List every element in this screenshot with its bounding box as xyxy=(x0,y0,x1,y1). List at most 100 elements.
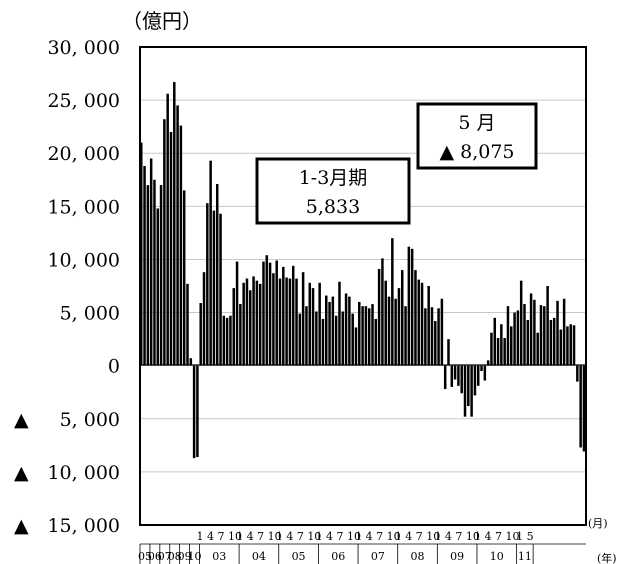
bar xyxy=(334,315,338,366)
x-month-label: 1 5 xyxy=(516,530,534,543)
bar xyxy=(374,318,378,366)
bar xyxy=(176,105,179,366)
y-unit-label: （億円） xyxy=(122,9,202,33)
bar xyxy=(196,365,199,458)
bar xyxy=(490,332,493,366)
bar xyxy=(298,313,302,366)
bar xyxy=(328,301,331,366)
bar xyxy=(235,261,239,366)
x-month-label: 1 4 7 10 xyxy=(276,530,321,543)
annotation-box: 5 月 ▲ 8,075 xyxy=(416,102,538,170)
bar xyxy=(486,360,490,366)
bar xyxy=(189,358,193,366)
bar xyxy=(291,265,295,366)
bar xyxy=(562,298,566,366)
x-year-label: 10 xyxy=(188,550,202,563)
bar xyxy=(146,185,150,366)
bar xyxy=(417,279,421,366)
bar xyxy=(325,295,328,366)
bar xyxy=(460,365,463,394)
x-year-label: 08 xyxy=(411,550,425,563)
y-tick-label: 15, 000 xyxy=(47,515,120,537)
bar xyxy=(265,255,269,366)
negative-marker: ▲ xyxy=(14,515,29,537)
bar xyxy=(143,165,146,366)
x-year-label: 10 xyxy=(490,550,504,563)
x-year-label: 07 xyxy=(371,550,385,563)
bar xyxy=(351,313,354,366)
x-month-label: 1 4 7 10 xyxy=(395,530,440,543)
y-tick-label: 15, 000 xyxy=(47,196,120,218)
bar xyxy=(572,325,576,366)
bar xyxy=(546,286,549,366)
x-year-label: 11 xyxy=(518,550,532,563)
bar xyxy=(212,210,216,366)
bar xyxy=(344,293,348,366)
x-month-label: 1 4 7 10 xyxy=(315,530,360,543)
bar xyxy=(255,280,259,366)
bar xyxy=(225,317,229,366)
bar xyxy=(318,282,321,366)
bar xyxy=(245,278,249,366)
x-year-label: 04 xyxy=(252,550,266,563)
bar xyxy=(364,306,368,366)
bar xyxy=(539,305,543,366)
bar xyxy=(159,185,163,366)
bar xyxy=(552,317,556,366)
bar xyxy=(140,142,143,366)
bar xyxy=(367,308,371,366)
annotation-frame xyxy=(416,102,538,170)
bar xyxy=(163,119,166,366)
bar xyxy=(397,288,401,366)
bar xyxy=(249,290,252,366)
annotation-line1: 5 月 xyxy=(458,112,495,134)
y-tick-label: 30, 000 xyxy=(47,37,120,59)
bar xyxy=(311,288,315,366)
bar xyxy=(268,262,272,366)
bar xyxy=(262,261,265,366)
bar xyxy=(288,278,292,366)
bar xyxy=(407,246,411,366)
bar xyxy=(400,270,404,366)
bar xyxy=(252,276,255,366)
bar xyxy=(156,208,160,366)
bar xyxy=(275,260,278,366)
x-month-label: 1 4 7 10 xyxy=(355,530,400,543)
bar xyxy=(219,213,222,366)
bar xyxy=(510,326,513,366)
bar xyxy=(437,308,440,366)
bar xyxy=(404,306,407,366)
bar xyxy=(483,365,487,381)
bar xyxy=(516,310,520,366)
annotation-line2: ▲ 8,075 xyxy=(439,141,514,163)
bar xyxy=(341,311,345,366)
bar xyxy=(215,184,219,366)
bar xyxy=(576,365,579,382)
bar xyxy=(186,283,189,366)
bar xyxy=(361,306,364,366)
bar xyxy=(443,365,447,390)
y-tick-labels: 30, 000 25, 000 20, 000 15, 000 10, 000 5, 00… xyxy=(14,37,120,537)
bar xyxy=(500,324,503,366)
bar xyxy=(295,278,298,366)
negative-marker: ▲ xyxy=(14,409,29,431)
bar xyxy=(338,281,341,366)
bar xyxy=(480,365,483,371)
y-tick-label: 5, 000 xyxy=(60,409,120,431)
bar xyxy=(526,319,530,366)
bar xyxy=(513,312,516,366)
x-year-label: 09 xyxy=(450,550,464,563)
bar xyxy=(470,365,473,417)
bar xyxy=(549,319,553,366)
bar xyxy=(169,131,173,366)
bar xyxy=(229,315,232,366)
bar xyxy=(536,332,539,366)
bar xyxy=(192,365,196,459)
bar xyxy=(285,277,288,366)
x-year-label: 08 xyxy=(168,550,182,563)
bar xyxy=(533,299,536,366)
y-tick-label: 5, 000 xyxy=(60,303,120,325)
x-year-label: 05 xyxy=(292,550,306,563)
plot-frame xyxy=(139,46,587,526)
bar xyxy=(467,365,470,407)
